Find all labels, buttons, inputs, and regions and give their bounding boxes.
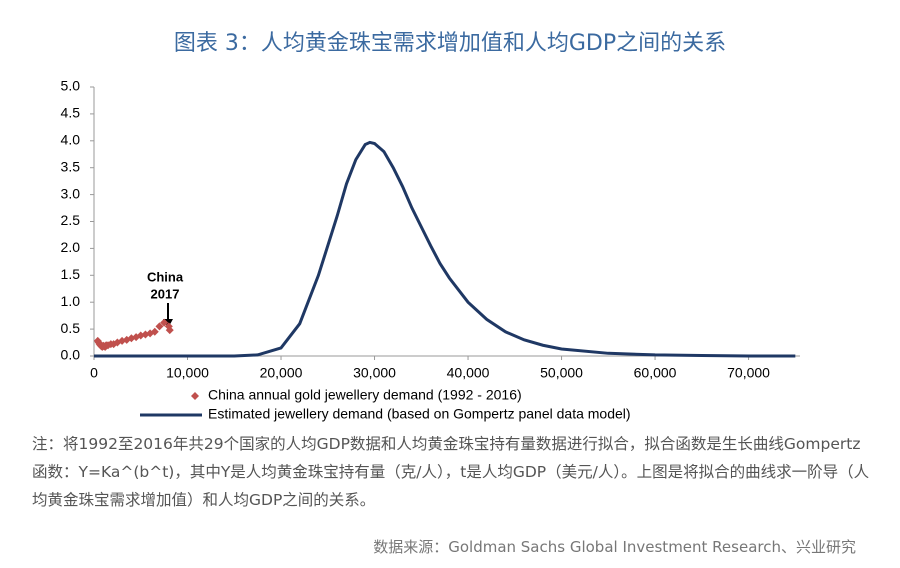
annotation: 2017 <box>151 286 180 301</box>
y-tick-label: 2.5 <box>61 212 81 228</box>
y-tick-label: 4.0 <box>61 132 81 148</box>
y-tick-label: 1.5 <box>61 266 81 282</box>
legend-label: Estimated jewellery demand (based on Gom… <box>208 406 631 422</box>
point <box>165 326 174 335</box>
y-tick-label: 5.0 <box>61 78 81 94</box>
y-tick-label: 3.0 <box>61 185 81 201</box>
source: 数据来源：Goldman Sachs Global Investment Res… <box>373 538 856 556</box>
point <box>150 327 159 336</box>
note: 注：将1992至2016年共29个国家的人均GDP数据和人均黄金珠宝持有量数据进… <box>32 435 870 509</box>
x-tick-label: 50,000 <box>540 365 583 381</box>
x-tick-label: 0 <box>90 365 98 381</box>
x-tick-label: 70,000 <box>727 365 770 381</box>
y-tick-label: 3.5 <box>61 158 81 174</box>
chart-title: 图表 3：人均黄金珠宝需求增加值和人均GDP之间的关系 <box>174 31 726 56</box>
line <box>94 140 796 358</box>
point <box>160 318 169 327</box>
y-tick-label: 1.0 <box>61 293 81 309</box>
x-tick-label: 60,000 <box>634 365 677 381</box>
annotation: China <box>147 269 184 284</box>
chart: 图表 3：人均黄金珠宝需求增加值和人均GDP之间的关系 China 2017 0… <box>61 31 800 422</box>
y-tick-label: 0.0 <box>61 347 81 363</box>
y-tick-label: 4.5 <box>61 105 81 121</box>
y-tick-label: 2.0 <box>61 239 81 255</box>
x-tick-label: 40,000 <box>447 365 490 381</box>
x-tick-label: 30,000 <box>353 365 396 381</box>
x-tick-label: 10,000 <box>166 365 209 381</box>
legend-marker <box>191 392 199 400</box>
legend-label: China annual gold jewellery demand (1992… <box>208 387 522 403</box>
y-tick-label: 0.5 <box>61 320 81 336</box>
x-tick-label: 20,000 <box>260 365 303 381</box>
point <box>155 322 164 331</box>
